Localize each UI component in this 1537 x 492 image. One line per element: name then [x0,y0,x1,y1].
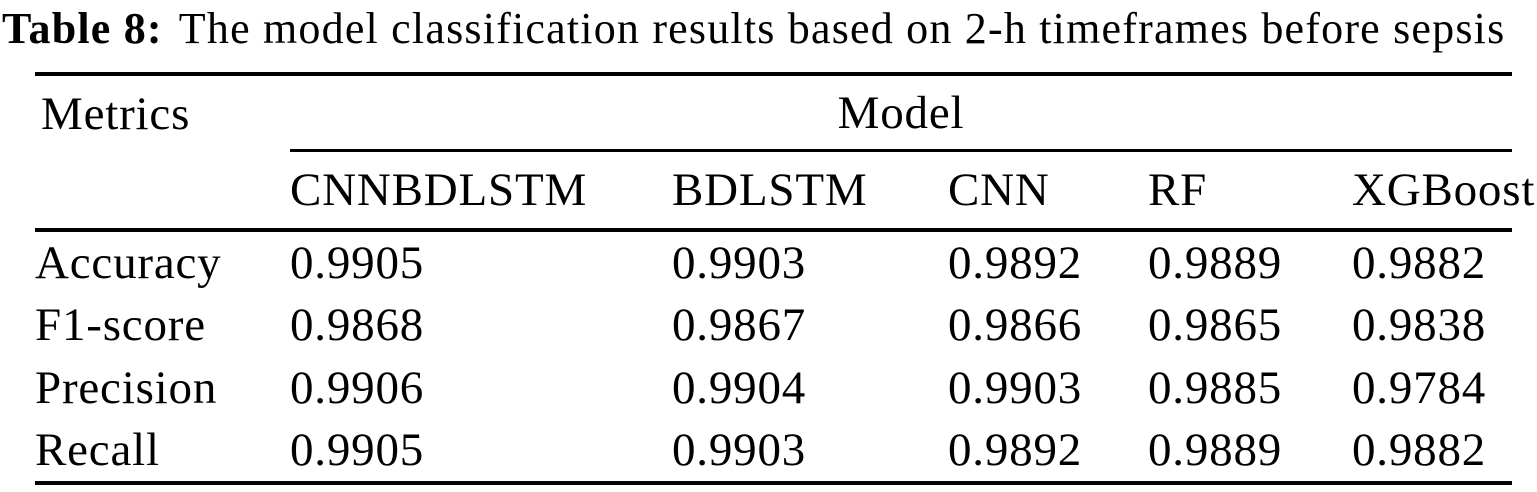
table-row-precision: Precision 0.9906 0.9904 0.9903 0.9885 0.… [35,357,1512,419]
value-cell: 0.9868 [290,299,425,352]
row-label: Precision [35,361,218,414]
table-caption: Table 8: The model classification results… [2,0,1505,58]
value-cell: 0.9882 [1352,237,1487,290]
table-column-header-row: CNNBDLSTM BDLSTM CNN RF XGBoost [35,152,1536,228]
row-label: Accuracy [35,237,222,290]
value-cell: 0.9892 [948,237,1083,290]
table-header: Metrics Model CNNBDLSTM BDLSTM CNN RF XG… [35,76,1536,232]
table-row-recall: Recall 0.9905 0.9903 0.9892 0.9889 0.988… [35,419,1512,481]
value-cell: 0.9866 [948,299,1083,352]
row-label: F1-score [35,299,206,352]
value-cell: 0.9903 [948,361,1083,414]
value-cell: 0.9882 [1352,423,1487,476]
value-cell: 0.9905 [290,423,425,476]
column-header-cnnbdlstm: CNNBDLSTM [290,164,588,216]
value-cell: 0.9865 [1148,299,1283,352]
value-cell: 0.9903 [672,237,807,290]
table-caption-text: The model classification results based o… [178,4,1506,53]
value-cell: 0.9784 [1352,361,1487,414]
table-row-accuracy: Accuracy 0.9905 0.9903 0.9892 0.9889 0.9… [35,232,1512,294]
row-label: Recall [35,423,160,476]
column-header-xgboost: XGBoost [1352,164,1536,216]
value-cell: 0.9903 [672,423,807,476]
value-cell: 0.9904 [672,361,807,414]
table-caption-label: Table 8: [2,4,163,53]
value-cell: 0.9885 [1148,361,1283,414]
value-cell: 0.9838 [1352,299,1487,352]
value-cell: 0.9889 [1148,237,1283,290]
metrics-column-header: Metrics [41,88,191,140]
value-cell: 0.9905 [290,237,425,290]
value-cell: 0.9892 [948,423,1083,476]
column-header-cnn: CNN [948,164,1050,216]
column-header-bdlstm: BDLSTM [672,164,868,216]
value-cell: 0.9889 [1148,423,1283,476]
results-table: Metrics Model CNNBDLSTM BDLSTM CNN RF XG… [35,72,1536,485]
table-group-header-row: Metrics Model [35,76,1512,152]
value-cell: 0.9867 [672,299,807,352]
model-group-header: Model [290,76,1512,152]
table-body: Accuracy 0.9905 0.9903 0.9892 0.9889 0.9… [35,232,1512,485]
table-row-f1-score: F1-score 0.9868 0.9867 0.9866 0.9865 0.9… [35,294,1512,356]
value-cell: 0.9906 [290,361,425,414]
column-header-rf: RF [1148,164,1208,216]
